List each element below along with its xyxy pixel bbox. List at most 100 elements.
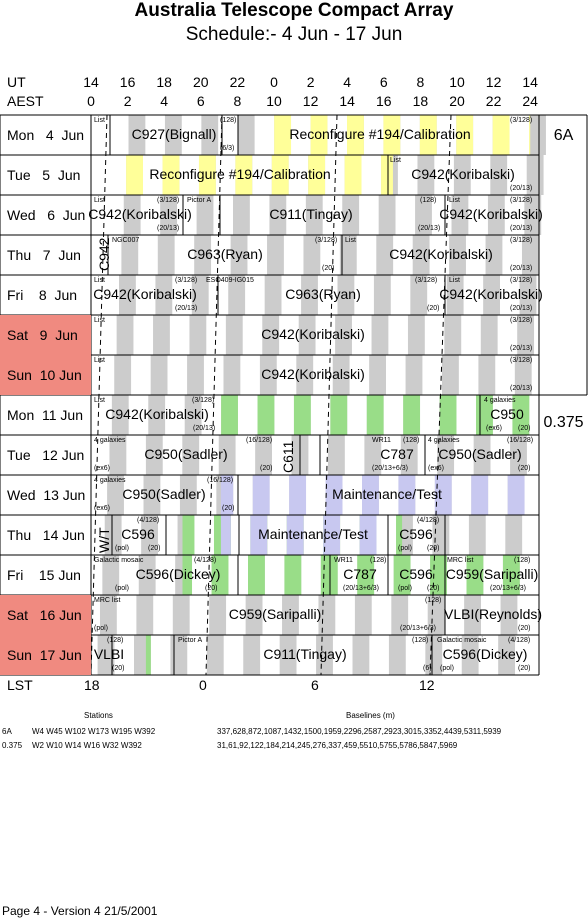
- annotation-label: (20): [518, 665, 531, 672]
- annotation-label: (128): [425, 597, 442, 604]
- night-stripe: [449, 235, 466, 275]
- project-label: C963(Ryan): [187, 246, 263, 262]
- annotation-label: (20/13): [193, 425, 216, 432]
- night-stripe: [519, 275, 537, 315]
- project-label: C911(Tingay): [269, 206, 353, 222]
- weekend-highlight: [0, 355, 91, 395]
- night-stripe: [437, 435, 455, 475]
- project-label: C963(Ryan): [285, 286, 361, 302]
- project-label: C942(Koribalski): [411, 166, 515, 182]
- project-label: VLBI(Reynolds): [443, 606, 543, 622]
- annotation-label: (3/128): [415, 277, 438, 284]
- annotation-label: (6/3): [220, 145, 235, 152]
- block-stripe: [248, 555, 265, 595]
- annotation-label: List: [94, 397, 105, 404]
- annotation-label: WR11: [334, 557, 353, 564]
- annotation-label: (6): [423, 665, 432, 672]
- annotation-label: Galactic mosaic: [94, 557, 144, 564]
- config-label: 0.375: [543, 414, 584, 431]
- annotation-label: (ex6): [486, 425, 502, 432]
- aest-tick: 0: [87, 93, 95, 109]
- aest-tick: 12: [302, 93, 319, 109]
- footer-config-6a: 6A: [2, 727, 12, 736]
- night-stripe: [453, 155, 471, 195]
- annotation-label: (20/13): [510, 185, 533, 192]
- day-label: Mon 4 Jun: [7, 127, 85, 143]
- annotation-label: Pictor A: [187, 197, 212, 204]
- main-title: Australia Telescope Compact Array: [134, 0, 454, 21]
- project-label: Maintenance/Test: [258, 526, 368, 542]
- night-stripe: [223, 355, 241, 395]
- annotation-label: (4/128): [137, 517, 160, 524]
- annotation-label: (20/13): [510, 305, 533, 312]
- annotation-label: (pol): [115, 545, 130, 552]
- block-stripe: [220, 515, 231, 555]
- day-label: Tue 12 Jun: [7, 447, 85, 463]
- annotation-label: (128): [403, 437, 420, 444]
- night-stripe: [243, 635, 261, 675]
- annotation-label: (128): [420, 197, 437, 204]
- night-stripe: [209, 595, 227, 635]
- annotation-label: (20/13+6/3): [490, 585, 526, 592]
- night-stripe: [464, 595, 481, 635]
- aest-label: AEST: [7, 93, 44, 109]
- annotation-label: NGC007: [112, 237, 140, 244]
- day-label: Mon 11 Jun: [7, 407, 84, 423]
- block-stripe: [419, 115, 437, 155]
- night-stripe: [378, 195, 396, 235]
- night-stripe: [415, 195, 432, 235]
- night-stripe: [388, 635, 406, 675]
- block-stripe: [381, 155, 393, 195]
- annotation-label: (128): [107, 637, 124, 644]
- night-stripe: [410, 275, 428, 315]
- night-stripe: [228, 275, 246, 315]
- day-label: Sun 10 Jun: [7, 367, 82, 383]
- day-label: Sun 17 Jun: [7, 647, 82, 663]
- night-stripe: [400, 435, 418, 475]
- ut-tick: 12: [485, 74, 502, 90]
- block-stripe: [284, 555, 302, 595]
- day-label: Thu 14 Jun: [7, 527, 85, 543]
- project-label: C942(Koribalski): [439, 286, 543, 302]
- block-stripe: [323, 515, 341, 555]
- vertical-project-label: C611: [280, 440, 296, 473]
- annotation-label: (20/13+6/3): [343, 585, 379, 592]
- sub-title: Schedule:- 4 Jun - 17 Jun: [185, 24, 403, 45]
- block-stripe: [366, 395, 384, 435]
- annotation-label: (20): [518, 625, 531, 632]
- night-stripe: [141, 515, 158, 555]
- project-label: C927(Bignall): [131, 126, 217, 142]
- annotation-label: (20/13): [418, 225, 441, 232]
- night-stripe: [182, 435, 200, 475]
- annotation-label: (128): [370, 557, 387, 564]
- project-label: C950(Sadler): [144, 446, 228, 462]
- baselines-header: Baselines (m): [346, 711, 395, 720]
- night-stripe: [114, 355, 132, 395]
- stations-header: Stations: [84, 711, 113, 720]
- ut-tick: 14: [83, 74, 99, 90]
- night-stripe: [267, 235, 284, 275]
- block-stripe: [286, 515, 304, 555]
- weekend-highlight: [0, 315, 91, 355]
- block-stripe: [383, 115, 401, 155]
- night-stripe: [237, 115, 255, 155]
- block-stripe: [393, 555, 411, 595]
- night-stripe: [514, 355, 532, 395]
- night-stripe: [444, 315, 462, 355]
- lst-tick: 0: [199, 677, 207, 693]
- annotation-label: (4/128): [417, 517, 440, 524]
- night-stripe: [339, 235, 357, 275]
- annotation-label: List: [390, 157, 401, 164]
- annotation-label: (3/128): [510, 197, 533, 204]
- annotation-label: (3/128): [510, 277, 533, 284]
- annotation-label: (3/128): [192, 397, 215, 404]
- project-label: C942(Koribalski): [88, 206, 192, 222]
- lst-tick: 18: [84, 677, 100, 693]
- night-stripe: [150, 355, 168, 395]
- night-stripe: [264, 275, 282, 315]
- block-stripe: [347, 115, 364, 155]
- weekend-highlight: [0, 595, 91, 635]
- annotation-label: (3/128): [175, 277, 198, 284]
- project-label: C942(Koribalski): [105, 406, 209, 422]
